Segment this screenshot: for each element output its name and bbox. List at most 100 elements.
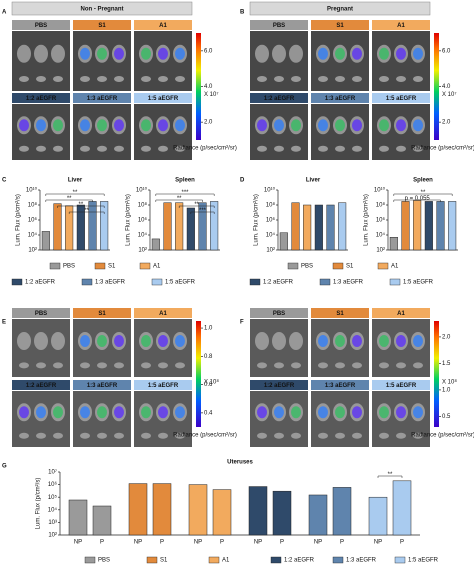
image-label: 1:2 aEGFR xyxy=(264,96,295,102)
bar xyxy=(368,496,388,536)
y-tick-label: 10⁴ xyxy=(48,506,58,513)
colorbar-unit: Radiance (p/sec/cm²/sr) xyxy=(411,146,474,152)
x-tick-label: NP xyxy=(374,540,382,546)
signal xyxy=(158,335,168,348)
y-tick-label: 10¹⁰ xyxy=(136,187,148,194)
signal xyxy=(158,47,168,60)
tissue-small xyxy=(53,362,63,369)
tissue-small xyxy=(257,76,267,82)
colorbar-label: 6.0 xyxy=(442,48,451,54)
signal xyxy=(80,406,90,419)
label-bar xyxy=(12,93,70,103)
y-tick-label: 10² xyxy=(48,533,57,539)
signal xyxy=(335,335,345,348)
tissue-small xyxy=(80,432,90,439)
y-tick-label: 10¹⁰ xyxy=(374,187,386,194)
signal xyxy=(114,335,124,348)
tissue-small xyxy=(352,432,362,439)
legend-swatch xyxy=(208,556,220,564)
panel-title: Pregnant xyxy=(327,7,353,13)
bar xyxy=(424,201,433,251)
legend-swatch xyxy=(332,262,344,270)
x-tick-label: NP xyxy=(134,540,142,546)
signal xyxy=(36,119,46,132)
significance-label: ** xyxy=(78,202,83,208)
tissue-small xyxy=(274,432,284,439)
x-tick-label: NP xyxy=(254,540,262,546)
colorbar-unit: Radiance (p/sec/cm²/sr) xyxy=(173,433,237,439)
tissue xyxy=(289,44,303,63)
label-bar xyxy=(73,380,131,390)
x-tick-label: P xyxy=(100,540,104,546)
legend-swatch xyxy=(319,278,331,286)
legend-swatch xyxy=(287,262,299,270)
panel-letter: A xyxy=(2,10,7,16)
label-bar xyxy=(372,380,430,390)
legend-label: A1 xyxy=(222,558,230,564)
colorbar-scale: X 10⁸ xyxy=(442,379,457,386)
bar xyxy=(338,202,347,251)
tissue-small xyxy=(80,362,90,369)
signal xyxy=(396,335,406,348)
label-bar xyxy=(250,20,308,30)
significance-label: ** xyxy=(67,196,72,202)
tissue xyxy=(51,332,65,351)
signal xyxy=(396,119,406,132)
chart-title: Spleen xyxy=(175,178,195,184)
tissue-small xyxy=(141,432,151,439)
signal xyxy=(352,119,362,132)
chart-title: Liver xyxy=(306,178,321,184)
tissue-small xyxy=(158,362,168,369)
panel-letter: F xyxy=(240,320,244,326)
tissue-small xyxy=(97,145,107,152)
colorbar-label: 6.0 xyxy=(204,48,213,54)
tissue-small xyxy=(114,362,124,369)
signal xyxy=(158,119,168,132)
colorbar-label: 4.0 xyxy=(442,84,451,90)
x-tick-label: NP xyxy=(314,540,322,546)
signal xyxy=(141,47,151,60)
legend-label: A1 xyxy=(391,264,399,270)
tissue-small xyxy=(396,76,406,82)
legend-label: 1:3 aEGFR xyxy=(95,280,126,286)
tissue-small xyxy=(158,145,168,152)
bar xyxy=(212,489,232,536)
legend-swatch xyxy=(139,262,151,270)
legend-label: 1:5 aEGFR xyxy=(408,558,439,564)
signal xyxy=(175,119,185,132)
bar xyxy=(76,204,85,251)
y-tick-label: 10⁶ xyxy=(138,217,148,224)
tissue-small xyxy=(175,432,185,439)
significance-label: ** xyxy=(84,208,89,214)
image-label: PBS xyxy=(35,23,47,29)
legend-swatch xyxy=(151,278,163,286)
tissue-small xyxy=(318,145,328,152)
label-bar xyxy=(12,380,70,390)
tissue-small xyxy=(19,432,29,439)
signal xyxy=(19,406,29,419)
y-tick-label: 10² xyxy=(28,248,37,254)
significance-bracket xyxy=(178,205,215,208)
legend-swatch xyxy=(94,262,106,270)
image-label: 1:2 aEGFR xyxy=(264,383,295,389)
signal xyxy=(97,119,107,132)
tissue-small xyxy=(97,362,107,369)
tissue-small xyxy=(114,432,124,439)
bar xyxy=(332,487,352,536)
bar xyxy=(389,237,398,251)
legend-label: 1:2 aEGFR xyxy=(284,558,315,564)
legend-swatch xyxy=(270,556,282,564)
tissue-small xyxy=(396,432,406,439)
panel-letter: B xyxy=(240,10,245,16)
signal xyxy=(80,335,90,348)
label-bar xyxy=(12,20,70,30)
bar xyxy=(128,483,148,536)
tissue-small xyxy=(158,432,168,439)
signal xyxy=(335,406,345,419)
legend-swatch xyxy=(146,556,158,564)
bar xyxy=(413,200,422,251)
bar xyxy=(188,484,208,536)
image-label: S1 xyxy=(98,311,106,317)
y-tick-label: 10⁸ xyxy=(138,202,148,209)
